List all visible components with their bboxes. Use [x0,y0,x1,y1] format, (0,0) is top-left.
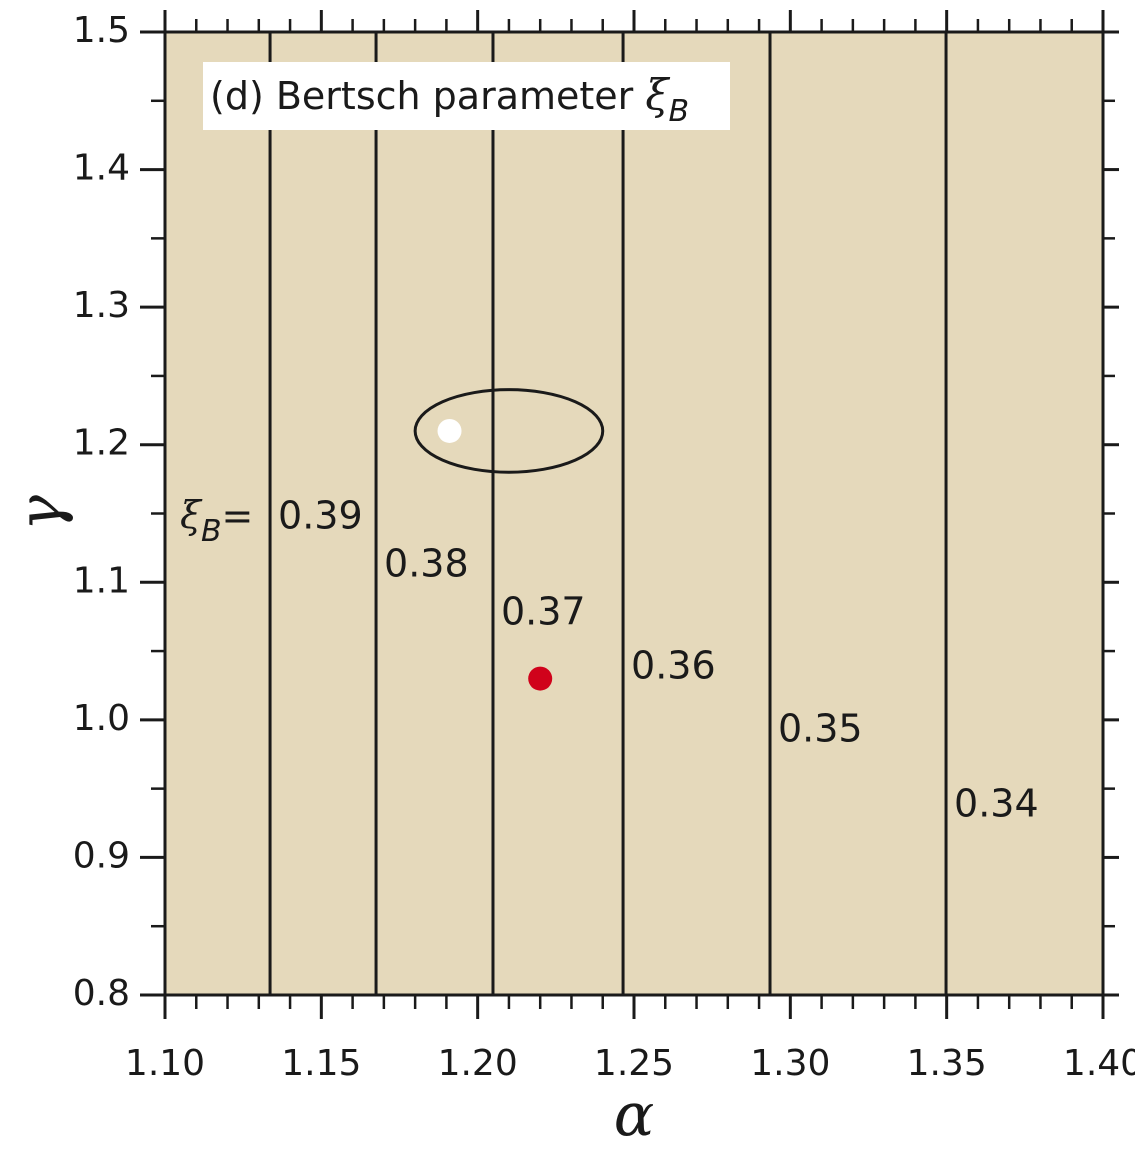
title-text: (d) Bertsch parameter [210,74,645,118]
x-tick-label: 1.40 [1063,1043,1135,1084]
x-tick-label: 1.20 [438,1043,518,1084]
contour-label: 0.35 [778,707,863,751]
y-tick-label: 1.2 [73,423,130,464]
x-tick-label: 1.35 [907,1043,987,1084]
y-tick-label: 0.8 [73,973,130,1014]
point [437,418,462,443]
y-tick-label: 1.5 [73,10,130,51]
contour-label: 0.38 [384,542,469,586]
contour-label: 0.39 [278,494,363,538]
equals: = [222,494,254,538]
contour-label: 0.34 [954,782,1039,826]
x-tick-label: 1.30 [750,1043,830,1084]
y-tick-label: 1.3 [73,285,130,326]
y-tick-label: 1.4 [73,148,130,189]
symbol: ξ [180,493,203,537]
y-tick-label: 0.9 [73,835,130,876]
chart-title: (d) Bertsch parameter ξB [210,70,689,129]
uncertainty-ellipse [413,388,605,474]
contour-prefix: ξB= [180,493,253,549]
subscript: B [201,514,222,549]
contour-label: 0.37 [501,590,586,634]
y-tick-label: 1.0 [73,698,130,739]
point [528,666,553,691]
contour-label: 0.36 [631,644,716,688]
x-axis-label: α [614,1081,655,1151]
title-subscript: B [669,94,690,129]
y-axis-label: γ [6,495,76,531]
x-tick-label: 1.25 [594,1043,674,1084]
x-tick-label: 1.10 [125,1043,205,1084]
y-tick-label: 1.1 [73,560,130,601]
title-symbol: ξ [645,70,670,119]
x-tick-label: 1.15 [281,1043,361,1084]
title-box [203,62,730,130]
